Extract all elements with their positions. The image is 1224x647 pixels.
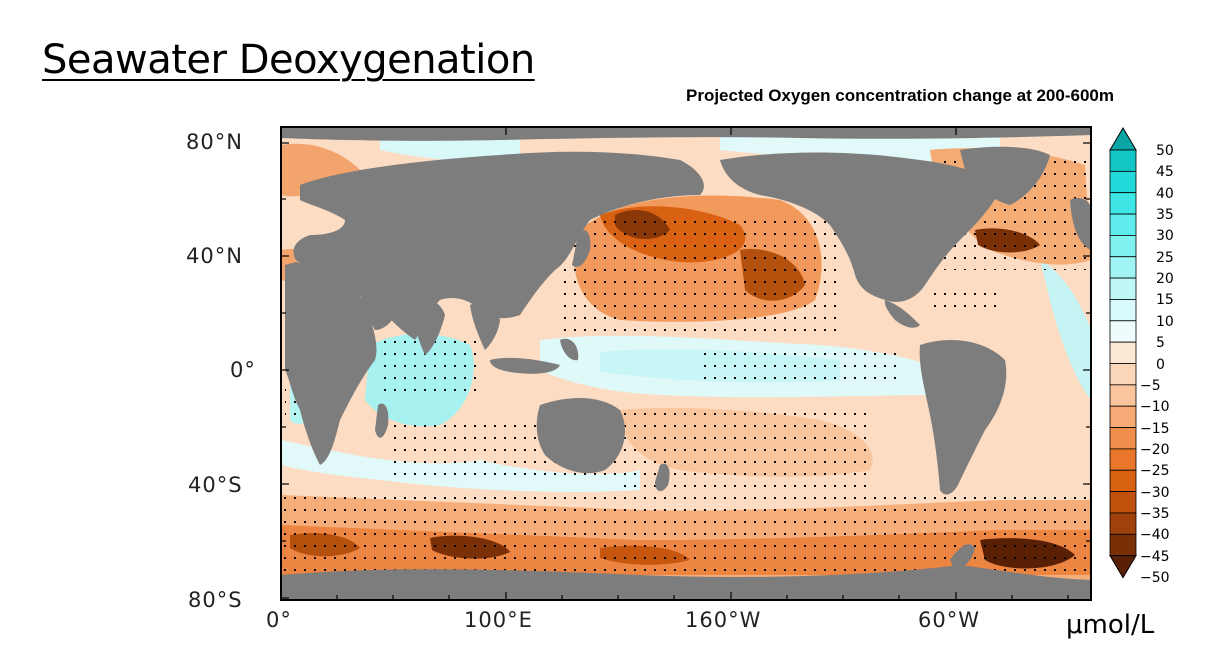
colorbar-tick-label: −10 [1140,399,1170,416]
colorbar-segment [1109,299,1137,322]
lon-label-160w: 160°W [685,608,762,632]
colorbar-tick-label: −20 [1140,441,1170,458]
colorbar-tick-label: 50 [1156,143,1174,159]
lat-label-80n: 80°N [186,130,243,154]
colorbar-segment [1109,234,1137,258]
lat-label-equator: 0° [230,358,256,382]
colorbar-segment [1109,320,1137,343]
colorbar-bottom-arrow [1109,555,1137,579]
lat-label-40n: 40°N [186,244,243,268]
colorbar-segment [1109,170,1137,194]
colorbar-tick-label: 20 [1156,271,1174,288]
colorbar-tick-label: −5 [1140,377,1161,394]
axis-ticks [280,127,1091,600]
colorbar-unit: μmol/L [1066,610,1155,640]
lat-label-40s: 40°S [188,473,243,497]
map-title: Projected Oxygen concentration change at… [686,86,1114,105]
colorbar-segment [1109,405,1137,428]
lon-label-0: 0° [266,608,292,632]
colorbar-tick-label: 45 [1156,164,1174,181]
colorbar-tick-label: 5 [1156,335,1165,352]
lat-label-80s: 80°S [188,588,243,612]
colorbar-tick-label: −50 [1140,570,1170,586]
colorbar-tick-label: 35 [1156,207,1174,224]
ocean-field [281,127,1091,600]
colorbar-segment [1109,469,1137,493]
land [281,127,1091,600]
colorbar-tick-label: −45 [1140,548,1170,565]
colorbar-segment [1109,149,1137,172]
colorbar-segment [1109,277,1137,300]
colorbar-tick-label: −35 [1140,505,1170,522]
colorbar-tick-label: 40 [1156,185,1174,202]
lon-label-100e: 100°E [464,608,533,632]
lon-label-60w: 60°W [918,608,980,632]
colorbar-top-arrow [1109,127,1137,151]
colorbar [1109,127,1137,579]
colorbar-tick-label: 10 [1156,313,1174,330]
colorbar-segment [1109,427,1137,450]
colorbar-segment [1109,384,1137,407]
colorbar-segment [1109,213,1137,236]
slide-title: Seawater Deoxygenation [42,37,535,83]
colorbar-segment [1109,448,1137,471]
colorbar-segment [1109,256,1137,279]
map-frame [280,126,1092,601]
colorbar-tick-label: 30 [1156,228,1174,245]
colorbar-tick-label: 0 [1156,356,1165,373]
colorbar-segment [1109,491,1137,514]
colorbar-segment [1109,363,1137,386]
colorbar-segment [1109,341,1137,364]
colorbar-segment [1109,512,1137,535]
colorbar-tick-label: 15 [1156,292,1174,309]
colorbar-tick-label: −30 [1140,484,1170,501]
colorbar-tick-label: −25 [1140,463,1170,480]
colorbar-tick-label: −40 [1140,527,1170,544]
colorbar-segment [1109,192,1137,215]
colorbar-segment [1109,533,1137,557]
colorbar-tick-label: −15 [1140,420,1170,437]
colorbar-tick-label: 25 [1156,249,1174,266]
